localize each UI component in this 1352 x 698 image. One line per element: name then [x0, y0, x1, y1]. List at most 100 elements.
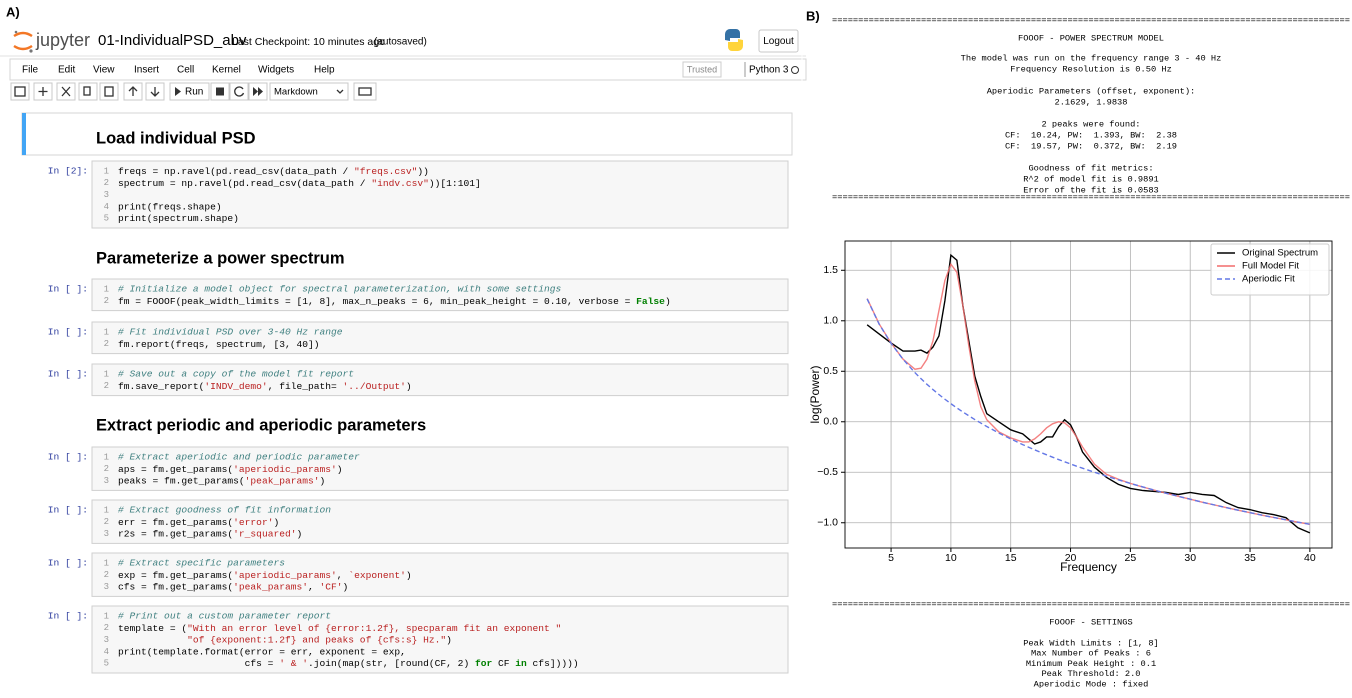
code-line: print(freqs.shape)	[118, 201, 222, 212]
line-number: 4	[104, 202, 109, 212]
run-icon	[175, 87, 181, 96]
report-line: Frequency Resolution is 0.50 Hz	[1010, 64, 1172, 74]
notebook-name[interactable]: 01-IndividualPSD_abv	[98, 32, 247, 49]
line-number: 3	[104, 529, 109, 539]
code-line: cfs = fm.get_params('peak_params', 'CF')	[118, 581, 348, 592]
x-tick-label: 10	[945, 552, 957, 564]
trusted-box[interactable]	[682, 61, 722, 78]
legend-label: Full Model Fit	[1242, 261, 1299, 272]
code-cell[interactable]	[91, 278, 789, 312]
menu-item[interactable]: Kernel	[212, 65, 241, 76]
run-button[interactable]	[169, 82, 210, 101]
menu-bar	[9, 58, 807, 81]
cell-prompt: In [ ]:	[48, 558, 88, 569]
report-line: Error of the fit is 0.0583	[1023, 185, 1159, 195]
line-number: 1	[104, 611, 109, 621]
logout-button[interactable]	[758, 29, 799, 53]
report-rule: ========================================…	[832, 15, 1350, 25]
x-tick-label: 15	[1005, 552, 1017, 564]
report-title: FOOOF - POWER SPECTRUM MODEL	[1018, 33, 1164, 43]
panel-label: A)	[6, 4, 20, 19]
code-cell[interactable]	[91, 605, 789, 674]
settings-line: Minimum Peak Height : 0.1	[1026, 659, 1156, 669]
copy-icon	[83, 86, 91, 96]
run-label[interactable]: Run	[185, 87, 203, 98]
line-number: 2	[104, 517, 109, 527]
code-cell[interactable]	[91, 499, 789, 544]
report-line: CF: 19.57, PW: 0.372, BW: 2.19	[1005, 141, 1177, 151]
legend	[1210, 243, 1330, 296]
chart: 5 10 15 20 25 30 35 40 −1.0 −0.5 0.0 0.5 1.0 1.5 Frequ…	[808, 240, 1333, 574]
cell-type-dropdown[interactable]	[269, 82, 349, 101]
code-line: cfs = ' & '.join(map(str, [round(CF, 2) …	[118, 658, 579, 669]
line-number: 1	[104, 284, 109, 294]
trusted[interactable]: Trusted	[687, 64, 717, 74]
y-axis-label: log(Power)	[808, 365, 822, 423]
cell-type[interactable]: Markdown	[274, 87, 318, 98]
markdown-heading: Load individual PSD	[96, 129, 256, 147]
restart-button[interactable]	[229, 82, 249, 101]
line-number: 2	[104, 339, 109, 349]
y-tick-label: −0.5	[817, 466, 838, 478]
settings-line: Peak Width Limits : [1, 8]	[1023, 638, 1159, 648]
report-rule: ========================================…	[832, 192, 1350, 202]
toolbar: Run Markdown	[10, 82, 377, 101]
menu-item[interactable]: View	[93, 65, 115, 76]
code-line: r2s = fm.get_params('r_squared')	[118, 528, 302, 539]
menu-item[interactable]: Help	[314, 65, 335, 76]
cell-prompt: In [ ]:	[48, 611, 88, 622]
selection-bar	[22, 113, 26, 155]
report-line: CF: 10.24, PW: 1.393, BW: 2.38	[1005, 130, 1177, 140]
python-logo	[725, 29, 743, 51]
x-tick-label: 20	[1065, 552, 1077, 564]
menu-item[interactable]: Edit	[58, 65, 75, 76]
save-button[interactable]	[10, 82, 30, 101]
code-line: freqs = np.ravel(pd.read_csv(data_path /…	[118, 166, 429, 177]
menu-item[interactable]: File	[22, 65, 39, 76]
x-tick-label: 5	[888, 552, 894, 564]
line-number: 3	[104, 476, 109, 486]
code-cell[interactable]	[91, 552, 789, 597]
app-name: jupyter	[35, 30, 90, 50]
menu-item[interactable]: Cell	[177, 65, 194, 76]
plot-frame	[844, 240, 1333, 549]
logout-label[interactable]: Logout	[763, 36, 794, 47]
settings-line: Peak Threshold: 2.0	[1041, 669, 1140, 679]
y-tick-label: 0.0	[823, 416, 838, 428]
x-tick-label: 40	[1304, 552, 1316, 564]
run-all-icon	[253, 87, 263, 96]
line-number: 1	[104, 505, 109, 515]
code-line: # Initialize a model object for spectral…	[118, 284, 562, 295]
restart-icon	[234, 86, 245, 97]
menu-item[interactable]: Widgets	[258, 65, 294, 76]
copy-button[interactable]	[78, 82, 98, 101]
code-line: # Save out a copy of the model fit repor…	[118, 369, 354, 380]
line-number: 2	[104, 623, 109, 633]
report-line: R^2 of model fit is 0.9891	[1023, 174, 1159, 184]
y-tick-label: 0.5	[823, 365, 838, 377]
paste-button[interactable]	[99, 82, 119, 101]
report-line: 2.1629, 1.9838	[1055, 97, 1128, 107]
keyboard-button[interactable]	[353, 82, 377, 101]
keyboard-icon	[358, 87, 372, 96]
code-cell[interactable]	[91, 321, 789, 355]
report-rule: ========================================…	[832, 599, 1350, 609]
selected-cell[interactable]	[21, 112, 793, 156]
save-icon	[14, 86, 26, 97]
code-cell[interactable]	[91, 363, 789, 397]
autosaved: (autosaved)	[374, 37, 427, 48]
cell-prompt: In [2]:	[48, 166, 88, 177]
line-number: 2	[104, 178, 109, 188]
markdown-heading: Extract periodic and aperiodic parameter…	[96, 416, 426, 434]
line-number: 3	[104, 635, 109, 645]
code-line: fm.report(freqs, spectrum, [3, 40])	[118, 338, 320, 349]
code-cell[interactable]	[91, 160, 789, 229]
kernel-name: Python 3	[749, 65, 789, 76]
down-icon	[150, 87, 160, 97]
code-line: fm.save_report('INDV_demo', file_path= '…	[118, 380, 412, 391]
code-line: # Extract specific parameters	[118, 558, 285, 569]
code-cell[interactable]	[91, 446, 789, 491]
menu-item[interactable]: Insert	[134, 65, 159, 76]
report-line: 2 peaks were found:	[1041, 119, 1140, 129]
